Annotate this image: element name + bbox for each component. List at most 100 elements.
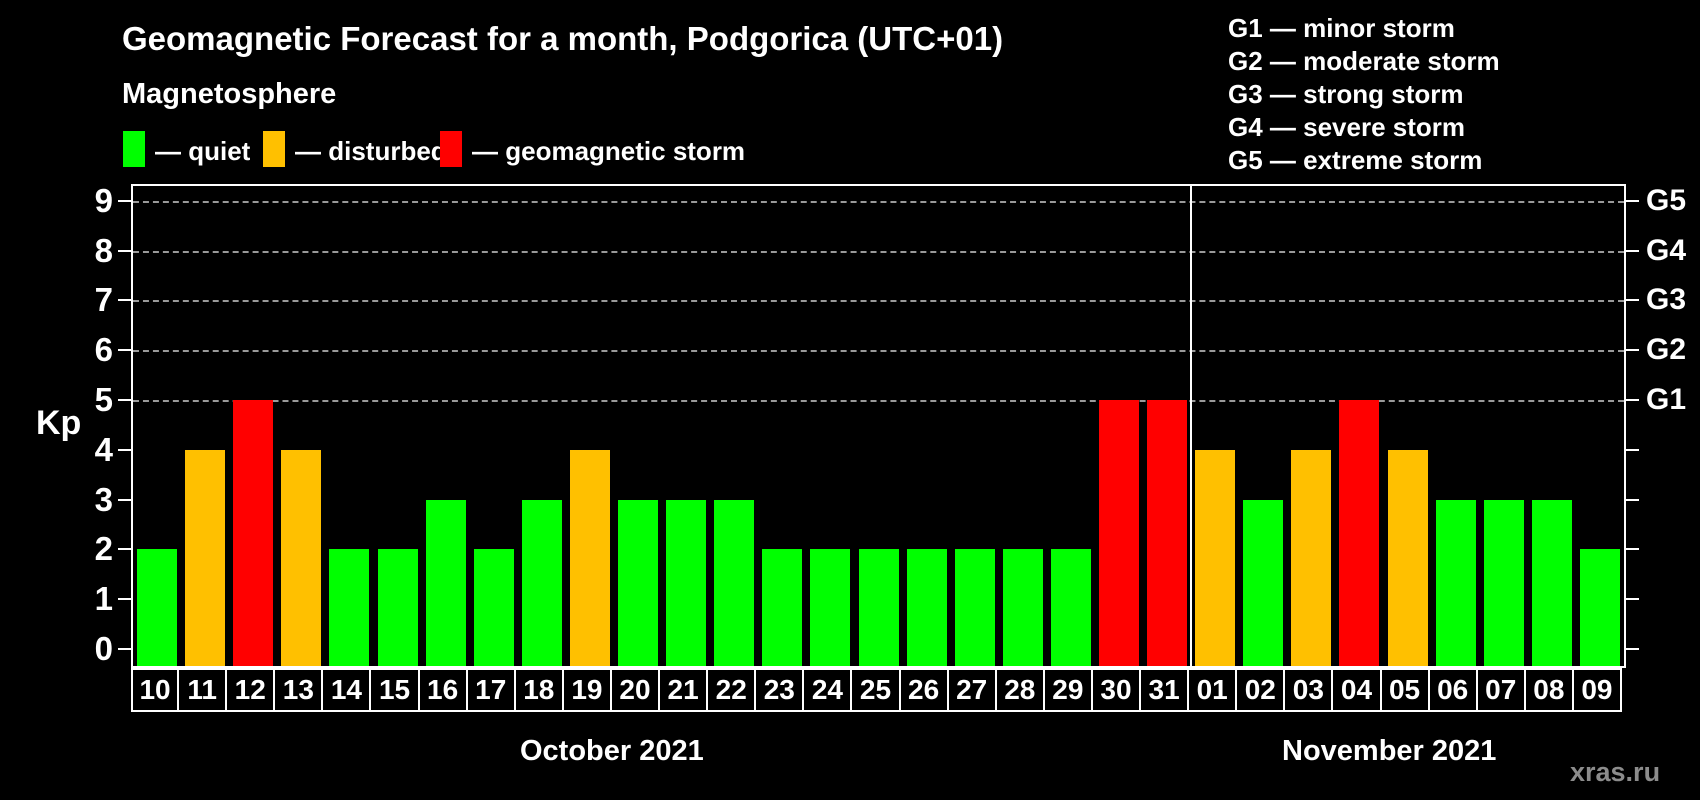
kp-bar-12	[233, 400, 274, 666]
kp-bar-23	[762, 549, 803, 666]
day-label-22: 22	[708, 668, 757, 712]
kp-bar-08	[1531, 499, 1572, 666]
right-tick-2	[1626, 548, 1639, 551]
day-label-07: 07	[1477, 668, 1526, 712]
day-label-30: 30	[1092, 668, 1142, 712]
y-tick-label-7: 7	[94, 281, 113, 319]
kp-bar-31	[1147, 400, 1188, 666]
y-tick-label-3: 3	[94, 480, 113, 518]
right-axis-label-G4: G4	[1646, 233, 1687, 267]
chart-subtitle: Magnetosphere	[122, 78, 337, 110]
right-tick-7	[1626, 299, 1639, 302]
left-tick-3	[118, 498, 131, 501]
day-label-02: 02	[1237, 668, 1286, 712]
storm-color-swatch	[440, 131, 462, 167]
day-label-27: 27	[948, 668, 997, 712]
storm-legend-line-3: G3 — strong storm	[1228, 79, 1464, 109]
day-label-09: 09	[1573, 668, 1622, 712]
left-tick-2	[118, 548, 131, 551]
right-tick-9	[1626, 199, 1639, 202]
kp-bar-13	[281, 449, 322, 666]
kp-bar-15	[377, 549, 418, 666]
day-label-03: 03	[1285, 668, 1334, 712]
gridline-kp-9	[133, 200, 1624, 203]
day-label-18: 18	[515, 668, 564, 712]
storm-legend-line-2: G2 — moderate storm	[1228, 46, 1500, 76]
kp-bar-14	[329, 549, 370, 666]
right-axis-label-G5: G5	[1646, 183, 1687, 217]
kp-bar-05	[1387, 449, 1428, 666]
left-tick-4	[118, 448, 131, 451]
kp-bar-26	[906, 549, 947, 666]
kp-bar-01	[1195, 449, 1236, 666]
quiet-color-swatch	[123, 131, 145, 167]
day-label-24: 24	[804, 668, 853, 712]
kp-bar-25	[858, 549, 899, 666]
day-label-29: 29	[1044, 668, 1093, 712]
day-label-19: 19	[563, 668, 612, 712]
day-label-28: 28	[996, 668, 1045, 712]
kp-bar-04	[1339, 400, 1380, 666]
gridline-kp-7	[133, 300, 1624, 303]
kp-bar-24	[810, 549, 851, 666]
day-label-14: 14	[323, 668, 372, 712]
day-label-16: 16	[419, 668, 468, 712]
storm-legend-line-1: G1 — minor storm	[1228, 13, 1455, 43]
day-label-04: 04	[1333, 668, 1382, 712]
disturbed-color-swatch	[263, 131, 285, 167]
kp-bar-20	[618, 499, 659, 666]
y-tick-label-1: 1	[94, 580, 113, 618]
day-label-08: 08	[1525, 668, 1574, 712]
left-tick-0	[118, 648, 131, 650]
month-separator	[1190, 186, 1193, 666]
gridline-kp-5	[133, 400, 1624, 402]
right-tick-3	[1626, 498, 1639, 501]
left-tick-9	[118, 199, 131, 202]
plot-area	[131, 184, 1626, 668]
kp-bar-29	[1050, 549, 1091, 666]
month-label-november: November 2021	[1282, 735, 1497, 767]
right-tick-6	[1626, 349, 1639, 352]
kp-bar-18	[521, 499, 562, 666]
kp-bar-09	[1579, 549, 1620, 666]
y-tick-label-9: 9	[94, 181, 113, 219]
right-tick-8	[1626, 249, 1639, 252]
kp-bar-02	[1243, 499, 1284, 666]
right-tick-5	[1626, 399, 1639, 401]
chart-title: Geomagnetic Forecast for a month, Podgor…	[122, 20, 1004, 57]
y-tick-label-2: 2	[94, 530, 113, 568]
y-tick-label-8: 8	[94, 231, 113, 269]
kp-bar-07	[1483, 499, 1524, 666]
day-label-12: 12	[227, 668, 276, 712]
kp-bar-21	[666, 499, 707, 666]
day-label-20: 20	[611, 668, 661, 712]
day-label-17: 17	[467, 668, 516, 712]
left-tick-1	[118, 598, 131, 601]
day-label-26: 26	[900, 668, 949, 712]
right-axis-label-G3: G3	[1646, 283, 1687, 317]
kp-bar-27	[954, 549, 995, 666]
day-label-01: 01	[1189, 668, 1238, 712]
day-label-25: 25	[852, 668, 901, 712]
right-tick-4	[1626, 448, 1639, 451]
right-axis-label-G2: G2	[1646, 333, 1687, 367]
kp-bar-22	[714, 499, 755, 666]
left-tick-5	[118, 399, 131, 401]
storm-legend-label: — geomagnetic storm	[472, 136, 746, 166]
y-tick-label-6: 6	[94, 331, 113, 369]
left-tick-7	[118, 299, 131, 302]
kp-bar-19	[569, 449, 610, 666]
kp-bar-06	[1435, 499, 1476, 666]
y-axis-label: Kp	[36, 404, 82, 442]
day-label-05: 05	[1381, 668, 1430, 712]
kp-bar-17	[473, 549, 514, 666]
day-label-23: 23	[756, 668, 805, 712]
left-tick-8	[118, 249, 131, 252]
day-label-10: 10	[131, 668, 180, 712]
storm-legend-line-5: G5 — extreme storm	[1228, 145, 1483, 175]
y-tick-label-5: 5	[94, 381, 113, 418]
kp-bar-28	[1002, 549, 1043, 666]
day-label-11: 11	[179, 668, 228, 712]
day-label-31: 31	[1141, 668, 1190, 712]
